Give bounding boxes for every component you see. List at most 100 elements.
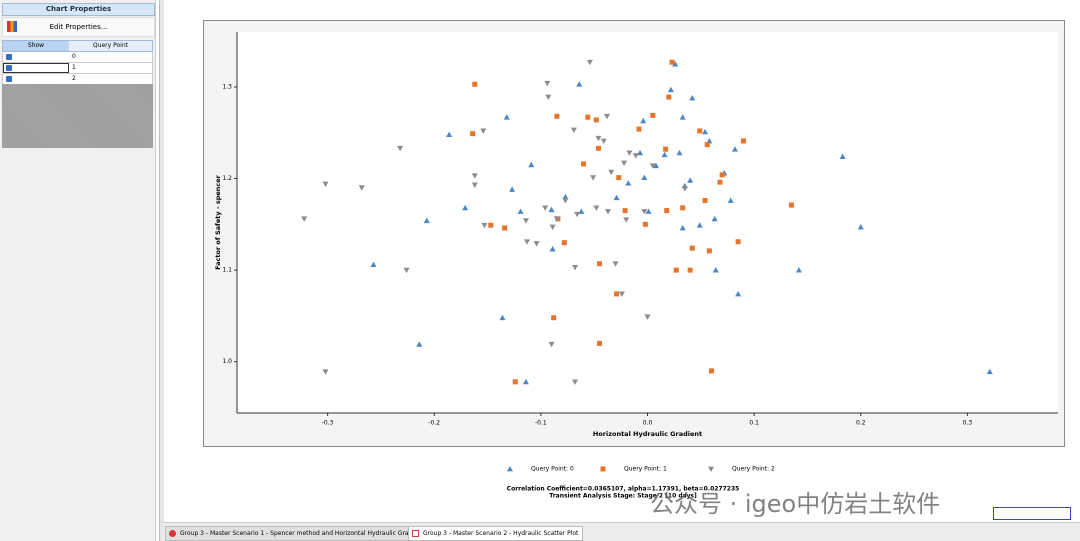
data-point: [423, 217, 430, 224]
show-checkbox-cell[interactable]: [3, 63, 69, 73]
data-point: [740, 138, 746, 144]
data-point: [549, 246, 556, 252]
watermark: 公众号 · igeo中仿岩土软件: [650, 490, 941, 518]
data-point: [470, 131, 476, 137]
data-point: [689, 245, 695, 251]
legend-label: Query Point: 2: [732, 466, 775, 473]
data-point: [528, 161, 535, 168]
data-point: [653, 162, 660, 169]
data-point: [857, 224, 864, 230]
data-point: [509, 186, 516, 192]
data-point: [471, 173, 478, 179]
data-point: [644, 314, 651, 320]
empty-area: [2, 84, 153, 148]
data-point: [706, 137, 713, 144]
x-tick-label: 0.1: [749, 420, 759, 427]
tab[interactable]: Group 3 - Master Scenario 2 - Hydraulic …: [408, 526, 584, 541]
data-point: [548, 341, 555, 348]
data-point: [533, 241, 540, 247]
data-point: [666, 94, 672, 100]
query-table: Show Query Point 0 1 2: [2, 40, 153, 85]
tab-bar: Group 3 - Master Scenario 1 - Spencer me…: [163, 522, 1080, 541]
checkbox[interactable]: [6, 76, 12, 82]
data-point: [727, 197, 734, 203]
data-point: [581, 161, 587, 167]
data-point: [561, 240, 567, 246]
checkbox[interactable]: [6, 65, 12, 71]
data-point: [370, 261, 377, 268]
data-point: [641, 209, 648, 215]
show-checkbox-cell[interactable]: [3, 52, 69, 62]
data-point: [522, 218, 529, 224]
data-point: [636, 126, 642, 132]
data-point: [480, 128, 487, 134]
data-point: [680, 205, 686, 211]
table-row[interactable]: 1: [2, 63, 153, 74]
data-point: [416, 341, 423, 347]
x-tick-label: -0.3: [322, 420, 334, 427]
header-cell: Show: [3, 41, 69, 51]
edit-properties-button[interactable]: Edit Properties...: [2, 17, 155, 37]
data-point: [570, 127, 577, 133]
data-point: [642, 221, 648, 227]
data-point: [301, 216, 308, 222]
x-tick-label: -0.2: [428, 420, 440, 427]
panel-title: Chart Properties: [2, 3, 155, 16]
tab-label[interactable]: Group 3 - Master Scenario 2 - Hydraulic …: [423, 530, 579, 537]
data-point: [322, 369, 329, 375]
data-point: [673, 267, 679, 273]
x-tick-label: -0.1: [535, 420, 547, 427]
data-point: [522, 378, 529, 385]
data-point: [603, 113, 610, 120]
data-point: [562, 198, 569, 204]
tab-icon: [169, 530, 176, 537]
data-point: [839, 153, 846, 159]
y-tick-label: 1.2: [222, 175, 232, 182]
y-tick-label: 1.1: [222, 267, 232, 274]
data-point: [554, 113, 560, 119]
data-point: [640, 117, 647, 124]
data-point: [632, 153, 639, 159]
data-point: [986, 368, 993, 375]
data-point: [545, 94, 552, 101]
footer-text: Transient Analysis Stage: Stage 2 [10 da…: [549, 493, 697, 500]
tab[interactable]: Group 3 - Master Scenario 1 - Spencer me…: [165, 526, 429, 541]
table-row[interactable]: 0: [2, 52, 153, 63]
data-point: [625, 180, 632, 186]
data-point: [661, 151, 668, 158]
data-point: [717, 179, 723, 185]
data-point: [623, 217, 630, 223]
data-point: [481, 222, 488, 229]
data-point: [679, 224, 686, 231]
data-point: [472, 81, 478, 87]
data-point: [551, 315, 557, 321]
data-point: [542, 205, 549, 211]
data-point: [616, 175, 622, 181]
data-point: [585, 114, 591, 120]
show-checkbox-cell[interactable]: [3, 74, 69, 84]
splitter[interactable]: [159, 0, 164, 541]
data-point: [571, 264, 578, 271]
data-point: [697, 128, 703, 134]
data-point: [403, 267, 410, 274]
data-point: [614, 291, 620, 297]
legend-marker: [600, 466, 606, 472]
data-point: [696, 222, 703, 228]
data-point: [590, 175, 597, 181]
data-point: [735, 239, 741, 245]
data-point: [735, 290, 742, 297]
data-point: [676, 149, 683, 156]
data-point: [621, 160, 628, 166]
data-point: [663, 146, 669, 152]
tab-label[interactable]: Group 3 - Master Scenario 1 - Spencer me…: [180, 530, 424, 537]
table-header: Show Query Point: [2, 40, 153, 52]
legend-label: Query Point: 0: [531, 466, 574, 473]
checkbox[interactable]: [6, 54, 12, 60]
data-point: [548, 206, 555, 213]
data-point: [600, 138, 607, 144]
data-point: [704, 142, 710, 148]
button-label[interactable]: Edit Properties...: [49, 23, 108, 31]
data-point: [706, 248, 712, 254]
